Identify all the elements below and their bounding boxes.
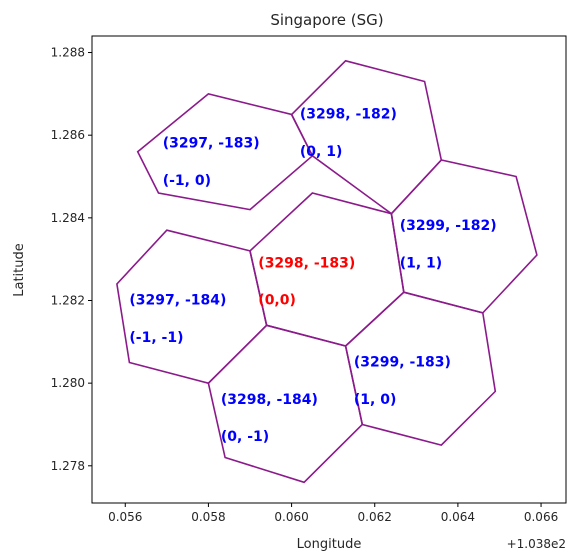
- cell-id-label: (3298, -183): [258, 255, 355, 271]
- x-tick-label: 0.064: [441, 510, 475, 524]
- x-axis-label: Longitude: [297, 537, 362, 552]
- plot-frame: [91, 35, 567, 504]
- y-tick-label: 1.284: [51, 211, 85, 225]
- y-tick-label: 1.288: [51, 46, 85, 60]
- hexagon-cell: [136, 93, 314, 211]
- x-axis: 0.056 0.058 0.060 0.062 0.064 0.066: [108, 503, 558, 524]
- hexagon-cell: [290, 59, 443, 215]
- x-tick-label: 0.056: [108, 510, 142, 524]
- cell-id-label: (3299, -182): [400, 218, 497, 234]
- cell-offset-label: (1, 1): [400, 255, 442, 271]
- y-tick-label: 1.278: [51, 459, 85, 473]
- x-tick-label: 0.058: [191, 510, 225, 524]
- y-tick-label: 1.282: [51, 293, 85, 307]
- y-tick-label: 1.280: [51, 376, 85, 390]
- cell-offset-label: (0, -1): [221, 429, 269, 445]
- cell-offset-label: (-1, -1): [129, 330, 183, 346]
- y-axis: 1.278 1.280 1.282 1.284 1.286 1.288: [51, 46, 92, 473]
- cell-id-label: (3297, -184): [129, 293, 226, 309]
- cell-offset-label: (0, 1): [300, 144, 342, 160]
- cell-id-label: (3298, -184): [221, 392, 318, 408]
- x-tick-label: 0.060: [274, 510, 308, 524]
- x-tick-label: 0.062: [358, 510, 392, 524]
- y-tick-label: 1.286: [51, 128, 85, 142]
- cell-offset-label: (1, 0): [354, 392, 396, 408]
- cell-offset-label: (-1, 0): [163, 173, 211, 189]
- cell-offset-label: (0,0): [258, 293, 296, 309]
- cell-id-label: (3298, -182): [300, 107, 397, 123]
- cell-id-label: (3299, -183): [354, 355, 451, 371]
- y-axis-label: Latitude: [12, 243, 27, 297]
- hexagon-cell: [390, 159, 538, 314]
- cell-id-label: (3297, -183): [163, 136, 260, 152]
- hexagon-cell: [344, 291, 497, 446]
- chart-title: Singapore (SG): [270, 11, 383, 29]
- hexagon-cells: (3297, -183) (-1, 0) (3298, -182) (0, 1) (32…: [116, 59, 538, 484]
- x-tick-label: 0.066: [524, 510, 558, 524]
- x-offset-label: +1.038e2: [507, 537, 566, 551]
